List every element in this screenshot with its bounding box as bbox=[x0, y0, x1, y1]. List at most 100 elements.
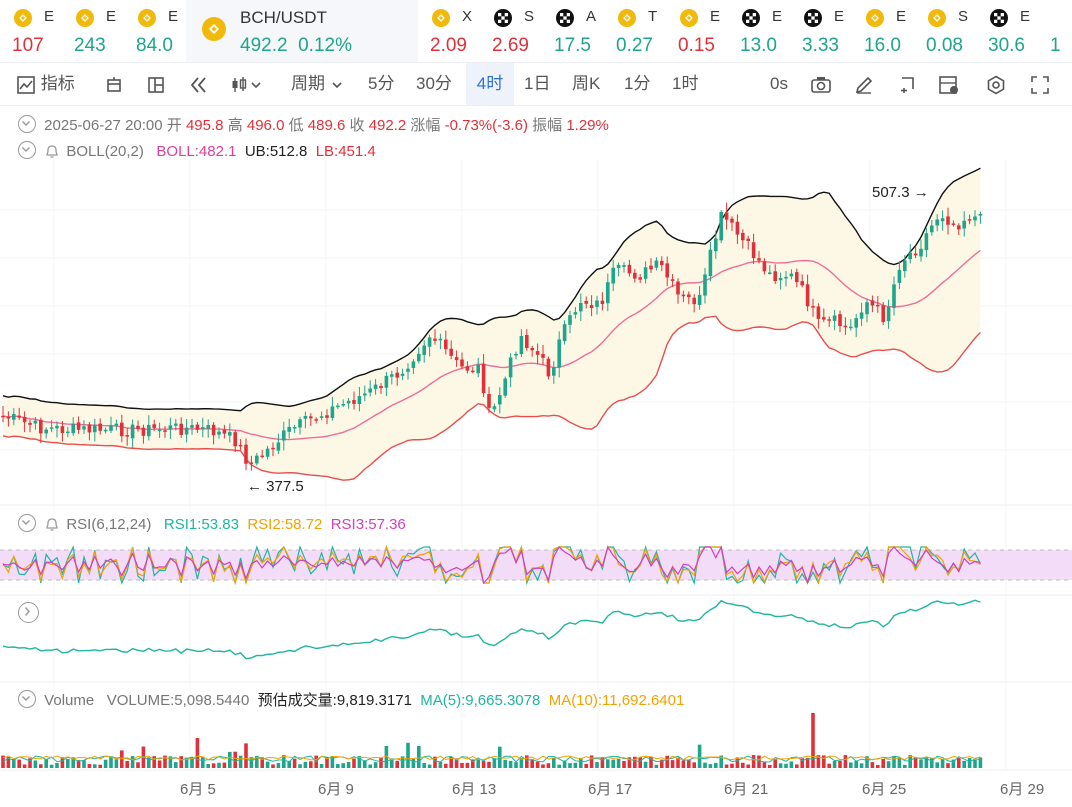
candle-body bbox=[157, 429, 162, 432]
draw-button[interactable] bbox=[854, 63, 874, 105]
volume-bar bbox=[973, 759, 977, 768]
candle-body bbox=[935, 219, 939, 226]
expand-chevron-icon[interactable] bbox=[18, 602, 39, 623]
candle-body bbox=[427, 337, 432, 347]
settings-button[interactable] bbox=[986, 63, 1006, 105]
collapse-chevron-icon[interactable] bbox=[18, 690, 36, 708]
bell-icon[interactable] bbox=[44, 516, 60, 532]
ticker-item[interactable]: 1 bbox=[1038, 0, 1072, 62]
candle-body bbox=[805, 284, 810, 307]
replay-button[interactable] bbox=[188, 63, 210, 105]
volume-bar bbox=[832, 760, 837, 768]
interval-tab[interactable]: 5分 bbox=[368, 74, 395, 93]
rsi-name: RSI(6,12,24) bbox=[66, 516, 152, 533]
screenshot-button[interactable] bbox=[810, 63, 832, 105]
volume-bar bbox=[33, 760, 38, 768]
chart-style-dropdown[interactable] bbox=[230, 63, 264, 105]
ticker-bar: E 107 E 243 E 84.0 BCH/USDT 492.2 0.12% X 2.09 S 2.… bbox=[0, 0, 1072, 63]
layout-button[interactable] bbox=[146, 63, 166, 105]
extra-indicator-toggle[interactable] bbox=[18, 602, 43, 624]
volume-bar bbox=[892, 756, 896, 768]
rsi1-value: RSI1:53.83 bbox=[163, 516, 239, 533]
candle-body bbox=[93, 425, 97, 433]
candle-body bbox=[109, 425, 113, 431]
candle-body bbox=[973, 216, 977, 221]
collapse-chevron-icon[interactable] bbox=[18, 115, 36, 133]
volume-bar bbox=[886, 761, 891, 768]
volume-bar bbox=[422, 763, 426, 768]
boll-mid-value: BOLL:482.1 bbox=[156, 143, 237, 160]
candle-body bbox=[919, 248, 923, 257]
volume-bar bbox=[109, 756, 113, 768]
ticker-item[interactable]: E 84.0 bbox=[124, 0, 186, 62]
candle-body bbox=[816, 306, 821, 319]
candle-type-button[interactable] bbox=[104, 63, 124, 105]
ticker-item[interactable]: E 13.0 bbox=[728, 0, 790, 62]
period-dropdown[interactable]: 周期 bbox=[291, 63, 344, 105]
ticker-item[interactable]: E 0.15 bbox=[666, 0, 728, 62]
interval-tab[interactable]: 1分 bbox=[624, 74, 651, 93]
template-icon bbox=[939, 75, 958, 94]
volume-bar bbox=[611, 759, 615, 768]
ticker-item[interactable]: X 2.09 bbox=[418, 0, 480, 62]
candle-body bbox=[832, 315, 837, 321]
candle-body bbox=[303, 415, 308, 419]
candle-body bbox=[233, 432, 237, 447]
collapse-chevron-icon[interactable] bbox=[18, 514, 36, 532]
volume-bar bbox=[309, 761, 313, 768]
ticker-item[interactable]: E 30.6 bbox=[976, 0, 1038, 62]
binance-coin-icon bbox=[138, 9, 156, 27]
candle-body bbox=[579, 302, 583, 312]
fullscreen-button[interactable] bbox=[1030, 63, 1050, 105]
candle-body bbox=[454, 357, 459, 361]
ticker-item[interactable]: E 243 bbox=[62, 0, 124, 62]
x-axis-label: 6月 9 bbox=[318, 781, 354, 798]
okx-icon bbox=[804, 9, 822, 27]
ticker-name: E bbox=[710, 8, 721, 25]
add-indicator-button[interactable] bbox=[896, 63, 916, 105]
indicators-button[interactable]: 指标 bbox=[16, 63, 75, 105]
candle-body bbox=[892, 284, 896, 308]
volume-bar bbox=[103, 759, 108, 768]
collapse-chevron-icon[interactable] bbox=[18, 141, 36, 159]
interval-tab[interactable]: 4时 bbox=[466, 63, 514, 105]
interval-tab[interactable]: 30分 bbox=[416, 74, 452, 93]
x-axis-label: 6月 17 bbox=[588, 781, 633, 798]
okx-icon bbox=[742, 9, 760, 27]
volume-bar bbox=[773, 759, 777, 768]
volume-bar bbox=[454, 758, 459, 768]
candle-body bbox=[838, 314, 842, 327]
ticker-item[interactable]: T 0.27 bbox=[604, 0, 666, 62]
interval-tab[interactable]: 周K bbox=[572, 74, 601, 93]
candle-body bbox=[584, 300, 588, 304]
ticker-item[interactable]: E 3.33 bbox=[790, 0, 852, 62]
volume-bar bbox=[514, 762, 518, 768]
candle-body bbox=[703, 274, 707, 296]
interval-tab[interactable]: 1时 bbox=[672, 74, 699, 93]
gear-icon bbox=[987, 75, 1005, 94]
okx-icon bbox=[494, 9, 512, 27]
candle-body bbox=[552, 367, 556, 376]
candle-body bbox=[141, 427, 146, 436]
ticker-item[interactable]: E 107 bbox=[0, 0, 62, 62]
compare-button[interactable] bbox=[938, 63, 960, 105]
ticker-item[interactable]: BCH/USDT 492.2 0.12% bbox=[186, 0, 418, 62]
candle-body bbox=[492, 406, 497, 410]
ticker-name: E bbox=[896, 8, 907, 25]
ticker-item[interactable]: S 0.08 bbox=[914, 0, 976, 62]
open-label: 开 bbox=[166, 117, 182, 134]
candle-body bbox=[876, 304, 880, 307]
volume-bar bbox=[957, 757, 961, 768]
ticker-name: E bbox=[168, 8, 179, 25]
ticker-item[interactable]: A 17.5 bbox=[542, 0, 604, 62]
volume-bar bbox=[746, 764, 750, 768]
candle-body bbox=[120, 422, 124, 437]
ticker-item[interactable]: E 16.0 bbox=[852, 0, 914, 62]
volume-bar bbox=[616, 759, 621, 768]
volume-bar bbox=[741, 762, 745, 768]
bell-icon[interactable] bbox=[44, 143, 60, 159]
candle-body bbox=[195, 424, 200, 430]
interval-tab[interactable]: 1日 bbox=[524, 74, 551, 93]
ticker-item[interactable]: S 2.69 bbox=[480, 0, 542, 62]
